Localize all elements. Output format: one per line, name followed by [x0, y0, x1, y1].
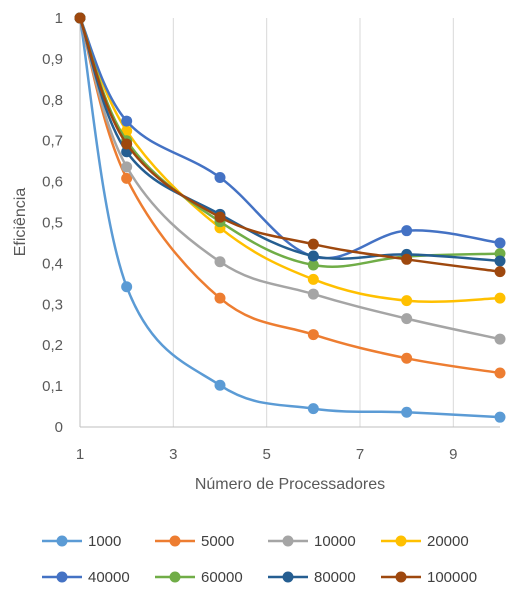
data-point-5000	[308, 329, 319, 340]
data-point-40000	[121, 116, 132, 127]
legend-label: 80000	[314, 569, 356, 586]
y-tick-label: 0,3	[42, 296, 63, 313]
legend-label: 5000	[201, 533, 234, 550]
x-tick-label: 5	[262, 446, 270, 463]
data-point-1000	[215, 380, 226, 391]
x-axis-title: Número de Processadores	[195, 476, 385, 493]
series-100000	[75, 13, 506, 278]
legend-label: 1000	[88, 533, 121, 550]
series-line-60000	[80, 18, 500, 267]
data-point-20000	[495, 293, 506, 304]
y-axis-title: Eficiência	[12, 188, 29, 257]
data-point-100000	[495, 266, 506, 277]
legend-label: 40000	[88, 569, 130, 586]
legend-label: 60000	[201, 569, 243, 586]
data-point-1000	[121, 281, 132, 292]
legend-swatch-marker	[170, 536, 181, 547]
legend-swatch-marker	[396, 536, 407, 547]
legend-item-100000: 100000	[381, 569, 477, 586]
y-tick-label: 0,2	[42, 337, 63, 354]
series-line-80000	[80, 18, 500, 261]
data-point-5000	[215, 293, 226, 304]
series-10000	[75, 13, 506, 345]
legend: 1000 5000 10000 20000 40000 60000 80000 100000	[42, 533, 477, 586]
data-point-10000	[215, 256, 226, 267]
legend-item-40000: 40000	[42, 569, 130, 586]
data-point-20000	[401, 295, 412, 306]
legend-swatch-marker	[283, 572, 294, 583]
legend-item-10000: 10000	[268, 533, 356, 550]
y-tick-label: 0	[55, 419, 63, 436]
data-point-10000	[121, 161, 132, 172]
y-tick-label: 0,1	[42, 378, 63, 395]
x-tick-label: 1	[76, 446, 84, 463]
data-point-10000	[495, 334, 506, 345]
data-point-5000	[401, 353, 412, 364]
data-point-20000	[308, 274, 319, 285]
data-point-80000	[308, 251, 319, 262]
legend-label: 10000	[314, 533, 356, 550]
series-line-40000	[80, 18, 500, 258]
series-80000	[75, 13, 506, 267]
x-tick-label: 3	[169, 446, 177, 463]
x-tick-label: 7	[356, 446, 364, 463]
legend-item-60000: 60000	[155, 569, 243, 586]
y-tick-label: 1	[55, 10, 63, 27]
legend-item-5000: 5000	[155, 533, 234, 550]
data-point-5000	[495, 368, 506, 379]
data-point-100000	[121, 138, 132, 149]
legend-swatch-marker	[57, 572, 68, 583]
data-point-10000	[308, 289, 319, 300]
legend-label: 100000	[427, 569, 477, 586]
y-tick-label: 0,5	[42, 215, 63, 232]
data-point-100000	[401, 254, 412, 265]
legend-swatch-marker	[170, 572, 181, 583]
series-5000	[75, 13, 506, 379]
y-tick-label: 0,9	[42, 51, 63, 68]
data-point-1000	[401, 407, 412, 418]
legend-swatch-marker	[57, 536, 68, 547]
series-line-1000	[80, 18, 500, 417]
data-point-100000	[215, 212, 226, 223]
data-point-40000	[495, 237, 506, 248]
data-point-100000	[308, 239, 319, 250]
y-tick-label: 0,6	[42, 174, 63, 191]
legend-item-1000: 1000	[42, 533, 121, 550]
data-point-1000	[495, 412, 506, 423]
y-tick-label: 0,4	[42, 255, 63, 272]
legend-item-80000: 80000	[268, 569, 356, 586]
legend-label: 20000	[427, 533, 469, 550]
data-point-40000	[401, 225, 412, 236]
series-line-10000	[80, 18, 500, 339]
legend-swatch-marker	[396, 572, 407, 583]
series-1000	[75, 13, 506, 423]
data-point-1000	[308, 403, 319, 414]
y-tick-label: 0,8	[42, 92, 63, 109]
series-line-100000	[80, 18, 500, 272]
x-tick-label: 9	[449, 446, 457, 463]
data-point-80000	[495, 255, 506, 266]
y-tick-label: 0,7	[42, 133, 63, 150]
series-group	[75, 13, 506, 423]
data-point-100000	[75, 13, 86, 24]
data-point-10000	[401, 313, 412, 324]
legend-item-20000: 20000	[381, 533, 469, 550]
legend-swatch-marker	[283, 536, 294, 547]
series-40000	[75, 13, 506, 262]
data-point-40000	[215, 172, 226, 183]
